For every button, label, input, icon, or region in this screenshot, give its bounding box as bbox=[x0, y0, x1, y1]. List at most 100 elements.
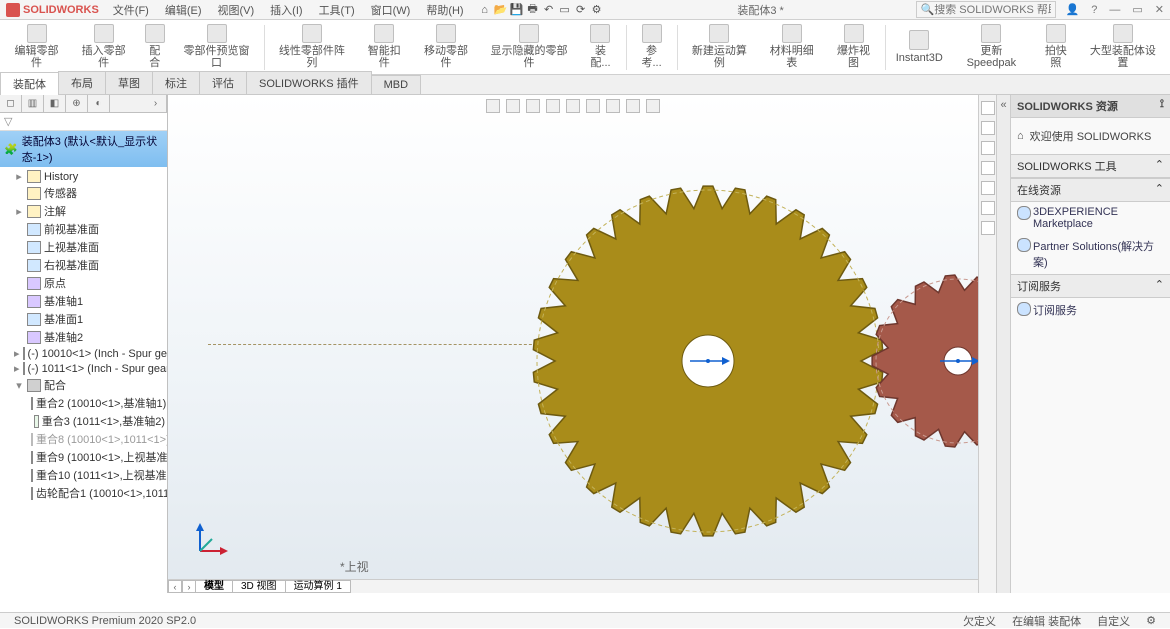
ribbon-item-11[interactable]: 材料明细表 bbox=[759, 22, 824, 72]
tree-tab-property[interactable]: ▥ bbox=[22, 95, 44, 112]
select-icon[interactable]: ▭ bbox=[558, 3, 572, 17]
scroll-right-btn[interactable]: › bbox=[182, 580, 196, 593]
user-icon[interactable]: 👤 bbox=[1060, 3, 1086, 16]
tree-node-0[interactable]: ▸History bbox=[0, 169, 167, 184]
strip-forum-icon[interactable] bbox=[981, 221, 995, 235]
tree-node-11[interactable]: ▸(-) 1011<1> (Inch - Spur gear bbox=[0, 361, 167, 376]
tree-expander[interactable]: ▸ bbox=[14, 362, 20, 375]
strip-prop-icon[interactable] bbox=[981, 201, 995, 215]
graphics-area[interactable]: *上视 ‹ › 模型3D 视图运动算例 1 bbox=[168, 95, 978, 593]
tp-section-header-0[interactable]: SOLIDWORKS 工具⌃ bbox=[1011, 154, 1170, 178]
tree-node-7[interactable]: 基准轴1 bbox=[0, 292, 167, 310]
cmd-tab-0[interactable]: 装配体 bbox=[0, 72, 59, 95]
hud-section-icon[interactable] bbox=[526, 99, 540, 113]
open-icon[interactable]: 📂 bbox=[494, 3, 508, 17]
tree-node-3[interactable]: 前视基准面 bbox=[0, 220, 167, 238]
tree-node-6[interactable]: 原点 bbox=[0, 274, 167, 292]
strip-file-icon[interactable] bbox=[981, 141, 995, 155]
view-tab-0[interactable]: 模型 bbox=[195, 580, 233, 593]
tp-section-header-2[interactable]: 订阅服务⌃ bbox=[1011, 274, 1170, 298]
view-tab-1[interactable]: 3D 视图 bbox=[232, 580, 286, 593]
tp-section-header-1[interactable]: 在线资源⌃ bbox=[1011, 178, 1170, 202]
tp-link-1-0[interactable]: 3DEXPERIENCE Marketplace bbox=[1011, 202, 1170, 234]
tree-expander[interactable]: ▸ bbox=[14, 170, 24, 183]
ribbon-item-7[interactable]: 显示隐藏的零部件 bbox=[481, 22, 578, 72]
minimize-button[interactable]: — bbox=[1103, 4, 1126, 16]
print-icon[interactable]: 🖶 bbox=[526, 3, 540, 17]
ribbon-item-15[interactable]: 拍快照 bbox=[1034, 22, 1078, 72]
hud-appear-icon[interactable] bbox=[626, 99, 640, 113]
tree-expander[interactable]: ▾ bbox=[14, 379, 24, 392]
tp-link-2-0[interactable]: 订阅服务 bbox=[1011, 298, 1170, 322]
tree-node-9[interactable]: 基准轴2 bbox=[0, 328, 167, 346]
taskpane-collapse[interactable]: « bbox=[996, 95, 1010, 593]
rebuild-icon[interactable]: ⟳ bbox=[574, 3, 588, 17]
ribbon-item-3[interactable]: 零部件预览窗口 bbox=[173, 22, 259, 72]
cmd-tab-4[interactable]: 评估 bbox=[199, 71, 247, 94]
taskpane-pin-icon[interactable]: ⟟ bbox=[1160, 98, 1164, 114]
close-button[interactable]: ✕ bbox=[1149, 3, 1170, 16]
tree-node-13[interactable]: 重合2 (10010<1>,基准轴1) bbox=[0, 394, 167, 412]
tree-node-2[interactable]: ▸注解 bbox=[0, 202, 167, 220]
cmd-tab-2[interactable]: 草图 bbox=[105, 71, 153, 94]
ribbon-item-13[interactable]: Instant3D bbox=[890, 22, 949, 72]
ribbon-item-0[interactable]: 编辑零部件 bbox=[4, 22, 69, 72]
tree-node-15[interactable]: 重合8 (10010<1>,1011<1>) bbox=[0, 430, 167, 448]
strip-lib-icon[interactable] bbox=[981, 121, 995, 135]
hud-view-icon[interactable] bbox=[546, 99, 560, 113]
strip-appear-icon[interactable] bbox=[981, 181, 995, 195]
ribbon-item-10[interactable]: 新建运动算例 bbox=[682, 22, 758, 72]
ribbon-item-12[interactable]: 爆炸视图 bbox=[826, 22, 880, 72]
tree-root[interactable]: 🧩 装配体3 (默认<默认_显示状态-1>) bbox=[0, 131, 167, 167]
options-icon[interactable]: ⚙ bbox=[590, 3, 604, 17]
maximize-button[interactable]: ▭ bbox=[1126, 3, 1148, 16]
strip-view-icon[interactable] bbox=[981, 161, 995, 175]
strip-home-icon[interactable] bbox=[981, 101, 995, 115]
ribbon-item-4[interactable]: 线性零部件阵列 bbox=[269, 22, 355, 72]
tree-node-1[interactable]: 传感器 bbox=[0, 184, 167, 202]
tree-expander[interactable]: ▸ bbox=[14, 347, 20, 360]
tree-node-8[interactable]: 基准面1 bbox=[0, 310, 167, 328]
cmd-tab-5[interactable]: SOLIDWORKS 插件 bbox=[246, 71, 372, 94]
tree-node-14[interactable]: 重合3 (1011<1>,基准轴2) bbox=[0, 412, 167, 430]
hud-hide-icon[interactable] bbox=[606, 99, 620, 113]
menu-4[interactable]: 工具(T) bbox=[311, 0, 363, 20]
tree-node-4[interactable]: 上视基准面 bbox=[0, 238, 167, 256]
ribbon-item-8[interactable]: 装配... bbox=[579, 22, 621, 72]
menu-0[interactable]: 文件(F) bbox=[105, 0, 157, 20]
scroll-left-btn[interactable]: ‹ bbox=[168, 580, 182, 593]
tree-tab-more[interactable]: › bbox=[145, 95, 167, 112]
tree-node-17[interactable]: 重合10 (1011<1>,上视基准面) bbox=[0, 466, 167, 484]
cmd-tab-6[interactable]: MBD bbox=[371, 75, 421, 94]
menu-2[interactable]: 视图(V) bbox=[210, 0, 263, 20]
cmd-tab-3[interactable]: 标注 bbox=[152, 71, 200, 94]
tree-filter[interactable]: ▽ bbox=[0, 113, 167, 131]
ribbon-item-5[interactable]: 智能扣件 bbox=[357, 22, 411, 72]
taskpane-welcome[interactable]: ⌂ 欢迎使用 SOLIDWORKS bbox=[1011, 118, 1170, 154]
tree-node-10[interactable]: ▸(-) 10010<1> (Inch - Spur gear bbox=[0, 346, 167, 361]
help-icon[interactable]: ? bbox=[1085, 4, 1103, 16]
save-icon[interactable]: 💾 bbox=[510, 3, 524, 17]
hud-zoom-icon[interactable] bbox=[486, 99, 500, 113]
menu-3[interactable]: 插入(I) bbox=[262, 0, 310, 20]
search-box[interactable]: 🔍 bbox=[916, 1, 1056, 18]
status-gear-icon[interactable]: ⚙ bbox=[1138, 614, 1164, 627]
hud-zoomfit-icon[interactable] bbox=[506, 99, 520, 113]
tree-tab-dim[interactable]: ⊕ bbox=[66, 95, 88, 112]
tree-expander[interactable]: ▸ bbox=[14, 205, 24, 218]
hud-scene-icon[interactable] bbox=[586, 99, 600, 113]
tree-tab-feature[interactable]: ◻ bbox=[0, 95, 22, 112]
tree-tab-config[interactable]: ◧ bbox=[44, 95, 66, 112]
ribbon-item-2[interactable]: 配合 bbox=[138, 22, 171, 72]
ribbon-item-16[interactable]: 大型装配体设置 bbox=[1080, 22, 1166, 72]
menu-1[interactable]: 编辑(E) bbox=[157, 0, 210, 20]
hud-more-icon[interactable] bbox=[646, 99, 660, 113]
view-tab-2[interactable]: 运动算例 1 bbox=[285, 580, 351, 593]
tree-node-5[interactable]: 右视基准面 bbox=[0, 256, 167, 274]
cmd-tab-1[interactable]: 布局 bbox=[58, 71, 106, 94]
undo-icon[interactable]: ↶ bbox=[542, 3, 556, 17]
ribbon-item-6[interactable]: 移动零部件 bbox=[413, 22, 478, 72]
menu-6[interactable]: 帮助(H) bbox=[418, 0, 471, 20]
tree-node-16[interactable]: 重合9 (10010<1>,上视基准面) bbox=[0, 448, 167, 466]
home-icon[interactable]: ⌂ bbox=[478, 3, 492, 17]
